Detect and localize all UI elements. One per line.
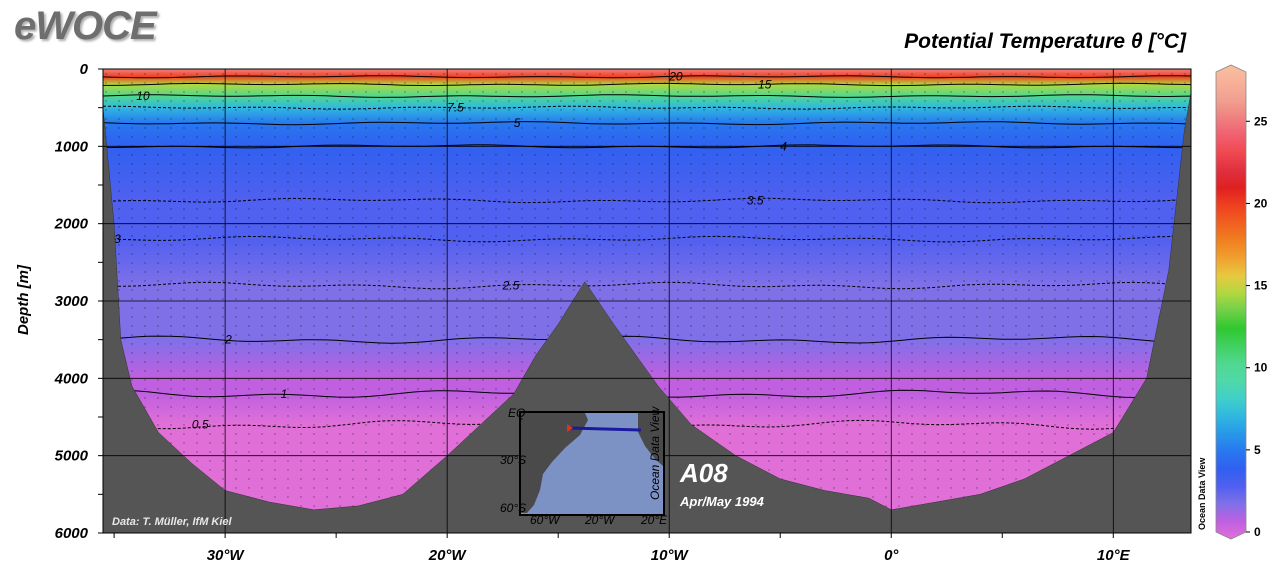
inset-station-marker — [567, 424, 573, 432]
y-tick-label: 4000 — [54, 370, 89, 387]
inset-lat-30s: 30°S — [500, 453, 526, 467]
odv-watermark: Ocean Data View — [1197, 457, 1207, 530]
x-tick-label: 10°W — [651, 547, 690, 564]
isotherm-label: 5 — [514, 116, 521, 130]
inset-lon-20w: 20°W — [584, 513, 616, 527]
colorbar-tick-label: 25 — [1254, 114, 1268, 128]
y-tick-label: 3000 — [55, 293, 89, 310]
y-tick-label: 6000 — [55, 525, 89, 542]
inset-africa — [638, 413, 663, 466]
isotherm-label: 1 — [281, 387, 288, 401]
inset-lon-60w: 60°W — [530, 513, 561, 527]
isotherm-line — [103, 105, 1191, 110]
x-tick-label: 0° — [884, 547, 899, 564]
isotherm-label: 15 — [758, 77, 772, 91]
isotherm-label: 7.5 — [447, 101, 464, 115]
section-date: Apr/May 1994 — [679, 494, 765, 509]
isotherm-label: 2.5 — [502, 279, 520, 293]
isotherm-line — [103, 94, 1191, 98]
isotherm-line — [103, 82, 1191, 87]
colorbar-tick-label: 10 — [1254, 361, 1268, 375]
colorbar-tick-label: 20 — [1254, 196, 1268, 210]
isotherm-label: 10 — [136, 89, 150, 103]
y-axis-label: Depth [m] — [15, 264, 32, 335]
ewoce-logo: eWOCE — [14, 4, 157, 48]
isotherm-label: 20 — [668, 70, 683, 84]
inset-track — [568, 426, 642, 432]
inset-lat-eq: EQ — [508, 406, 525, 420]
y-tick-label: 1000 — [55, 138, 89, 155]
colorbar-tick-label: 5 — [1254, 443, 1261, 457]
y-tick-label: 0 — [80, 61, 89, 78]
y-tick-label: 2000 — [54, 216, 89, 233]
x-tick-label: 20°W — [428, 547, 468, 564]
data-credit: Data: T. Müller, IfM Kiel — [112, 516, 233, 528]
isotherm-line — [103, 121, 1191, 126]
colorbar-tick-label: 15 — [1254, 279, 1268, 293]
colorbar — [1215, 64, 1247, 540]
isotherm-line — [103, 75, 1191, 79]
colorbar-tick-label: 0 — [1254, 525, 1261, 539]
inset-south-america — [521, 413, 588, 513]
y-tick-label: 5000 — [55, 448, 89, 465]
isotherm-line — [103, 197, 1191, 204]
section-name: A08 — [679, 458, 728, 488]
x-tick-label: 30°W — [207, 547, 246, 564]
inset-map: EQ 30°S 60°S 60°W 20°W 20°E Ocean Data V… — [500, 406, 668, 527]
isotherm-line — [103, 281, 1191, 290]
plot-title: Potential Temperature θ [°C] — [904, 30, 1186, 53]
isotherm-label: 0.5 — [192, 418, 209, 432]
isotherm-line — [103, 335, 1191, 344]
isotherm-label: 3.5 — [747, 193, 764, 207]
isotherm-label: 2 — [224, 333, 232, 347]
inset-lon-20e: 20°E — [640, 513, 668, 527]
isotherm-label: 3 — [114, 232, 121, 246]
inset-odv-caption: Ocean Data View — [648, 406, 662, 500]
isotherm-line — [103, 235, 1191, 243]
inset-lat-60s: 60°S — [500, 501, 526, 515]
x-tick-label: 10°E — [1097, 547, 1131, 564]
